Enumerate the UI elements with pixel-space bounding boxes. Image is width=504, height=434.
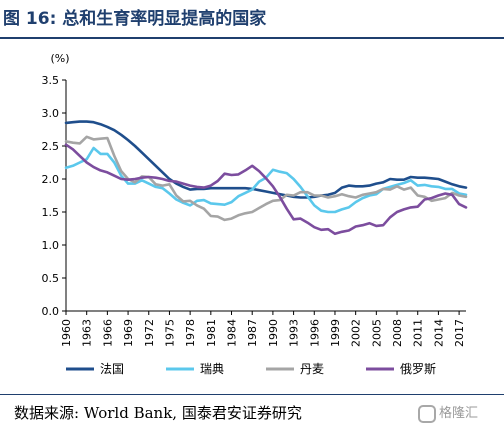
y-axis-unit-label: (%) xyxy=(50,52,69,65)
y-tick-label: 1.5 xyxy=(42,206,60,219)
y-tick-label: 0.5 xyxy=(42,272,60,285)
series-line-3 xyxy=(64,143,468,236)
x-tick-label: 1987 xyxy=(246,319,259,347)
y-tick-label: 3.5 xyxy=(42,74,60,87)
chart-axes: 0.0 0.5 1.0 1.5 2.0 2.5 3.0 3.5 (%) 1960 1963 1966 1… xyxy=(42,52,467,347)
line-chart: 0.0 0.5 1.0 1.5 2.0 2.5 3.0 3.5 (%) 1960 1963 1966 1… xyxy=(42,52,468,376)
chart-legend: 法国 瑞典 丹麦 俄罗斯 xyxy=(66,362,436,376)
y-tick-label: 2.5 xyxy=(42,140,60,153)
x-tick-label: 2008 xyxy=(391,319,404,347)
x-tick-label: 2011 xyxy=(412,319,425,347)
x-tick-label: 1972 xyxy=(143,319,156,347)
x-tick-label: 1981 xyxy=(205,319,218,347)
y-tick-label: 3.0 xyxy=(42,107,60,120)
x-tick-label: 1978 xyxy=(184,319,197,347)
title-divider xyxy=(0,37,504,39)
y-tick-label: 1.0 xyxy=(42,239,60,252)
x-tick-label: 1990 xyxy=(267,319,280,347)
legend-label-1: 瑞典 xyxy=(200,362,224,376)
source-note: 数据来源: World Bank, 国泰君安证券研究 xyxy=(14,404,302,422)
legend-label-3: 俄罗斯 xyxy=(400,362,436,376)
legend-label-2: 丹麦 xyxy=(300,362,324,376)
x-tick-label: 1963 xyxy=(81,319,94,347)
x-tick-label: 1969 xyxy=(122,319,135,347)
watermark: 格隆汇 xyxy=(418,402,478,426)
watermark-logo-icon xyxy=(418,404,436,423)
y-tick-label: 2.0 xyxy=(42,173,60,186)
series-line-2 xyxy=(64,135,468,222)
figure-title: 图 16: 总和生育率明显提高的国家 xyxy=(3,9,267,29)
source-divider xyxy=(0,394,504,395)
x-tick-label: 2014 xyxy=(432,319,445,347)
x-tick-label: 2017 xyxy=(453,319,466,347)
legend-label-0: 法国 xyxy=(100,362,124,376)
y-tick-label: 0.0 xyxy=(42,305,60,318)
chart-series xyxy=(64,120,468,236)
x-tick-label: 1999 xyxy=(329,319,342,347)
series-line-0 xyxy=(64,120,468,199)
x-tick-label: 1996 xyxy=(308,319,321,347)
x-tick-label: 1984 xyxy=(226,319,239,347)
x-tick-label: 1966 xyxy=(101,319,114,347)
x-tick-label: 1960 xyxy=(60,319,73,347)
x-tick-label: 2005 xyxy=(370,319,383,347)
watermark-text: 格隆汇 xyxy=(439,406,479,421)
x-tick-label: 1975 xyxy=(163,319,176,347)
x-tick-label: 1993 xyxy=(288,319,301,347)
x-tick-label: 2002 xyxy=(350,319,363,347)
